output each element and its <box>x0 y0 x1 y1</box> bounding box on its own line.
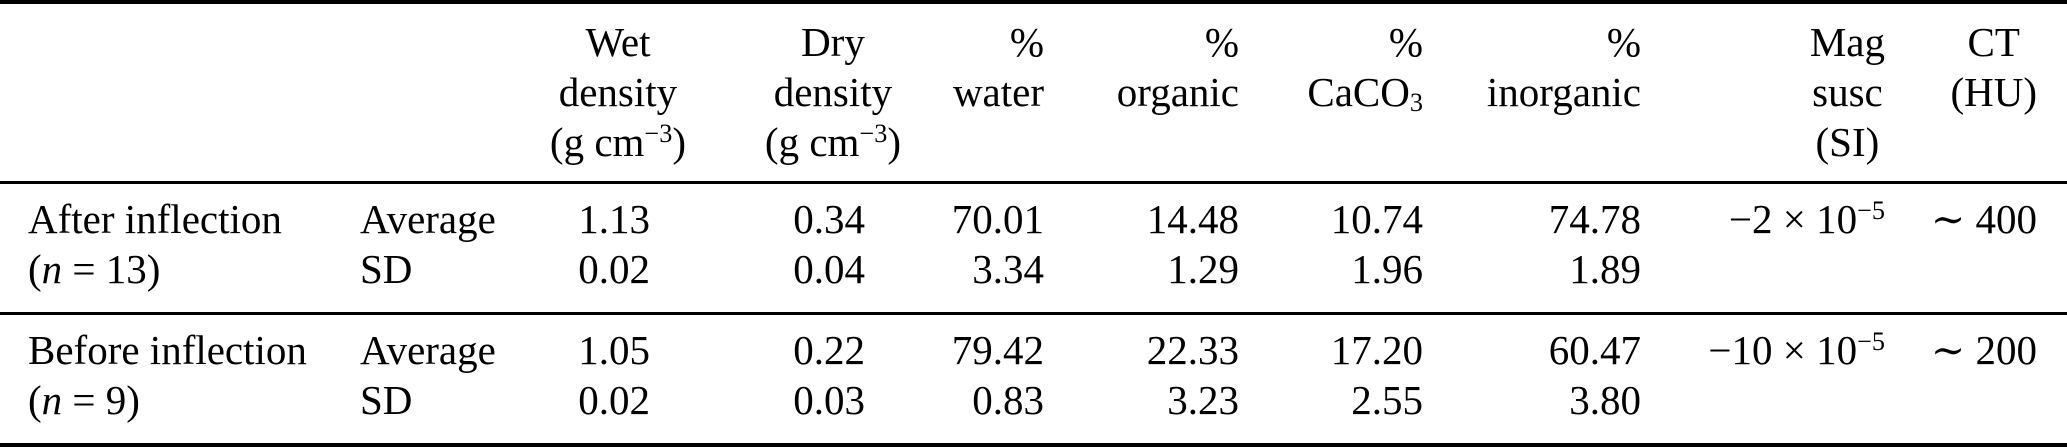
cell-pct-organic-avg: 22.33 <box>1146 327 1239 373</box>
cell-ct-sd <box>1895 375 2067 445</box>
header-line: % <box>1204 19 1239 65</box>
cell-pct-inorganic-avg: 60.47 <box>1548 327 1641 373</box>
header-line: inorganic <box>1486 69 1641 115</box>
table-row: (n = 13) SD 0.02 0.04 3.34 1.29 1.96 1.8… <box>0 244 2067 314</box>
cell-pct-caco3-sd: 2.55 <box>1351 377 1423 423</box>
header-line: susc <box>1812 69 1883 115</box>
cell-pct-water-sd: 3.34 <box>972 246 1044 292</box>
cell-wet-density-avg: 1.13 <box>578 196 650 242</box>
cell-pct-caco3-avg: 10.74 <box>1330 196 1423 242</box>
col-header-ct: CT (HU) <box>1895 2 2067 183</box>
header-line: organic <box>1116 69 1239 115</box>
header-line: water <box>952 69 1044 115</box>
col-header-pct-water: % water <box>875 2 1050 183</box>
header-line: Dry <box>801 19 865 65</box>
cell-pct-water-avg: 79.42 <box>951 327 1044 373</box>
cell-pct-water-sd: 0.83 <box>972 377 1044 423</box>
col-header-mag-susc: Mag susc (SI) <box>1650 2 1895 183</box>
cell-pct-inorganic-sd: 3.80 <box>1569 377 1641 423</box>
col-header-pct-caco3: % CaCO3 <box>1245 2 1430 183</box>
cell-ct-sd <box>1895 244 2067 314</box>
cell-mag-susc-avg: −10 × 10−5 <box>1708 326 1885 373</box>
row-label: Before inflection <box>28 327 307 373</box>
col-header-stat <box>340 2 520 183</box>
cell-dry-density-avg: 0.22 <box>793 327 865 373</box>
row-label-n: (n = 9) <box>28 377 140 423</box>
cell-dry-density-avg: 0.34 <box>793 196 865 242</box>
cell-mag-susc-sd <box>1650 244 1895 314</box>
header-stack: Dry density (g cm−3) <box>765 17 901 167</box>
table-row: (n = 9) SD 0.02 0.03 0.83 3.23 2.55 3.80 <box>0 375 2067 445</box>
cell-pct-organic-sd: 3.23 <box>1167 377 1239 423</box>
header-stack: Wet density (g cm−3) <box>550 17 686 167</box>
row-label-n: (n = 13) <box>28 246 161 292</box>
header-line: % <box>1388 19 1423 65</box>
row-group-before-inflection: Before inflection Average 1.05 0.22 79.4… <box>0 314 2067 446</box>
cell-wet-density-sd: 0.02 <box>578 377 650 423</box>
header-line: Wet <box>585 19 651 65</box>
header-line: (SI) <box>1815 119 1880 165</box>
cell-pct-inorganic-sd: 1.89 <box>1569 246 1641 292</box>
stat-label: SD <box>360 246 413 292</box>
header-line: % <box>1009 19 1044 65</box>
col-header-row-label <box>0 2 340 183</box>
cell-pct-caco3-sd: 1.96 <box>1351 246 1423 292</box>
header-line: CaCO3 <box>1307 69 1423 117</box>
header-line: % <box>1606 19 1641 65</box>
header-line: (g cm−3) <box>549 118 686 165</box>
stat-label: Average <box>360 196 496 242</box>
cell-pct-water-avg: 70.01 <box>951 196 1044 242</box>
col-header-dry-density: Dry density (g cm−3) <box>660 2 901 183</box>
cell-dry-density-sd: 0.03 <box>793 377 865 423</box>
cell-ct-avg: ∼ 400 <box>1930 196 2037 242</box>
row-group-after-inflection: After inflection Average 1.13 0.34 70.01… <box>0 183 2067 314</box>
table-header-row: Wet density (g cm−3) Dry density (g cm−3… <box>0 2 2067 183</box>
stat-label: Average <box>360 327 496 373</box>
col-header-pct-organic: % organic <box>1050 2 1245 183</box>
row-label: After inflection <box>28 196 282 242</box>
cell-wet-density-avg: 1.05 <box>578 327 650 373</box>
cell-mag-susc-sd <box>1650 375 1895 445</box>
header-line: Mag <box>1809 19 1885 65</box>
header-line: density <box>558 69 678 115</box>
cell-wet-density-sd: 0.02 <box>578 246 650 292</box>
table-row: After inflection Average 1.13 0.34 70.01… <box>0 183 2067 245</box>
cell-ct-avg: ∼ 200 <box>1930 327 2037 373</box>
header-line: density <box>773 69 893 115</box>
table-row: Before inflection Average 1.05 0.22 79.4… <box>0 314 2067 376</box>
header-stack: Mag susc (SI) <box>1810 17 1885 167</box>
cell-pct-organic-sd: 1.29 <box>1167 246 1239 292</box>
col-header-pct-inorganic: % inorganic <box>1430 2 1650 183</box>
header-line: CT <box>1967 19 2020 65</box>
header-line: (g cm−3) <box>764 118 901 165</box>
cell-dry-density-sd: 0.04 <box>793 246 865 292</box>
cell-mag-susc-avg: −2 × 10−5 <box>1728 195 1885 242</box>
cell-pct-inorganic-avg: 74.78 <box>1548 196 1641 242</box>
cell-pct-organic-avg: 14.48 <box>1146 196 1239 242</box>
col-header-wet-density: Wet density (g cm−3) <box>520 2 686 183</box>
stat-label: SD <box>360 377 413 423</box>
header-stack: CT (HU) <box>1950 17 2037 117</box>
cell-pct-caco3-avg: 17.20 <box>1330 327 1423 373</box>
header-line: (HU) <box>1950 69 2037 115</box>
